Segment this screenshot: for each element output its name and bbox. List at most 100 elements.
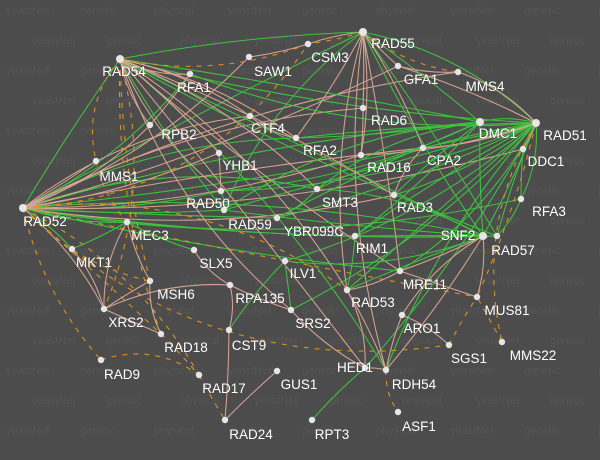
gene-node-rad53[interactable] [343,286,351,294]
gene-node-ctf4[interactable] [246,112,254,120]
gene-node-ddc1[interactable] [519,145,527,153]
gene-label-rad51: RAD51 [543,128,587,143]
watermark-word: yeastNet [476,395,519,407]
network-edge [71,248,105,310]
gene-node-ybr099c[interactable] [273,214,281,222]
gene-label-msh6: MSH6 [157,287,195,302]
network-edge [399,270,478,298]
watermark-word: genetic [328,395,364,407]
gene-node-saw1[interactable] [245,53,253,61]
network-edge [119,58,484,237]
gene-node-rad16[interactable] [357,151,365,159]
gene-node-rpt3[interactable] [308,416,316,424]
gene-node-rad59[interactable] [220,206,228,214]
gene-node-rad52[interactable] [19,204,27,212]
gene-node-cpa2[interactable] [419,144,427,152]
gene-node-mus81[interactable] [473,293,481,301]
gene-node-slx5[interactable] [190,246,198,254]
watermark-word: yeastNet [32,155,75,167]
gene-node-gus1[interactable] [273,367,281,375]
network-edge [220,122,537,192]
gene-node-asf1[interactable] [394,408,402,416]
gene-node-aro1[interactable] [398,311,406,319]
gene-node-mre11[interactable] [396,267,404,275]
gene-node-mec3[interactable] [123,218,131,226]
gene-node-hed1[interactable] [361,364,369,372]
gene-node-ilv1[interactable] [281,257,289,265]
network-edge [22,207,200,376]
gene-label-dmc1: DMC1 [479,126,517,141]
network-edge [290,122,537,311]
network-edge [307,31,364,45]
network-edge [119,58,297,139]
watermark-word: physical [180,35,220,47]
watermark-word: yeastNet [6,425,49,437]
gene-label-mms22: MMS22 [510,348,557,363]
gene-node-rad6[interactable] [359,104,367,112]
network-edge [397,65,459,73]
gene-node-rad24[interactable] [221,416,229,424]
network-edge [448,296,478,346]
watermark-word: physical [376,365,416,377]
gene-label-gus1: GUS1 [281,377,318,392]
gene-node-srs2[interactable] [287,306,295,314]
gene-node-rad9[interactable] [97,356,105,364]
gene-node-mms4[interactable] [454,68,462,76]
gene-node-rad50[interactable] [217,187,225,195]
gene-node-rim1[interactable] [351,232,359,240]
gene-label-rpa135: RPA135 [235,291,284,306]
gene-node-dmc1[interactable] [476,118,484,126]
watermark-word: yeastNet [476,35,519,47]
gene-node-snf2[interactable] [479,232,487,240]
watermark-word: physical [402,35,442,47]
gene-node-rfa3[interactable] [517,195,525,203]
network-edge [119,31,364,60]
gene-label-rad9: RAD9 [104,367,140,382]
gene-node-rdh54[interactable] [382,366,390,374]
gene-node-mms22[interactable] [498,338,506,346]
gene-node-rpa135[interactable] [226,281,234,289]
gene-label-cpa2: CPA2 [427,153,461,168]
network-edge [362,31,401,272]
watermark-word: genetic [524,305,560,317]
gene-node-csm3[interactable] [304,40,312,48]
watermark-word: genetic [302,425,338,437]
gene-node-rpb2[interactable] [146,121,154,129]
gene-node-smt3[interactable] [313,185,321,193]
watermark-word: physical [402,95,442,107]
gene-node-rad55[interactable] [359,28,367,36]
gene-label-rad59: RAD59 [228,217,272,232]
network-edge [103,58,135,310]
gene-node-rad57[interactable] [493,232,501,240]
gene-node-rad51[interactable] [532,119,540,127]
gene-node-mkt1[interactable] [68,245,76,253]
gene-node-gfa1[interactable] [394,62,402,70]
gene-label-xrs2: XRS2 [108,315,143,330]
watermark-word: genetic [80,365,116,377]
network-edge [22,147,424,209]
gene-node-rfa2[interactable] [292,134,300,142]
gene-node-msh6[interactable] [146,277,154,285]
network-edge [362,31,399,67]
gene-node-rad18[interactable] [157,330,165,338]
gene-label-csm3: CSM3 [311,50,349,65]
gene-label-rpt3: RPT3 [315,427,350,442]
gene-node-rfa1[interactable] [186,70,194,78]
gene-node-yhb1[interactable] [215,149,223,157]
watermark-word: genetic [80,65,116,77]
network-edge [100,353,200,376]
gene-node-rad17[interactable] [195,371,203,379]
gene-node-sgs1[interactable] [445,341,453,349]
gene-node-rad54[interactable] [116,55,124,63]
network-edge [22,43,309,209]
gene-node-xrs2[interactable] [100,305,108,313]
node-layer[interactable] [19,28,540,424]
watermark-word: yeastNet [254,335,297,347]
watermark-word: genetic [302,305,338,317]
gene-node-cst9[interactable] [225,326,233,334]
network-edge [126,221,195,251]
gene-node-mms1[interactable] [92,157,100,165]
gene-node-rad3[interactable] [390,191,398,199]
